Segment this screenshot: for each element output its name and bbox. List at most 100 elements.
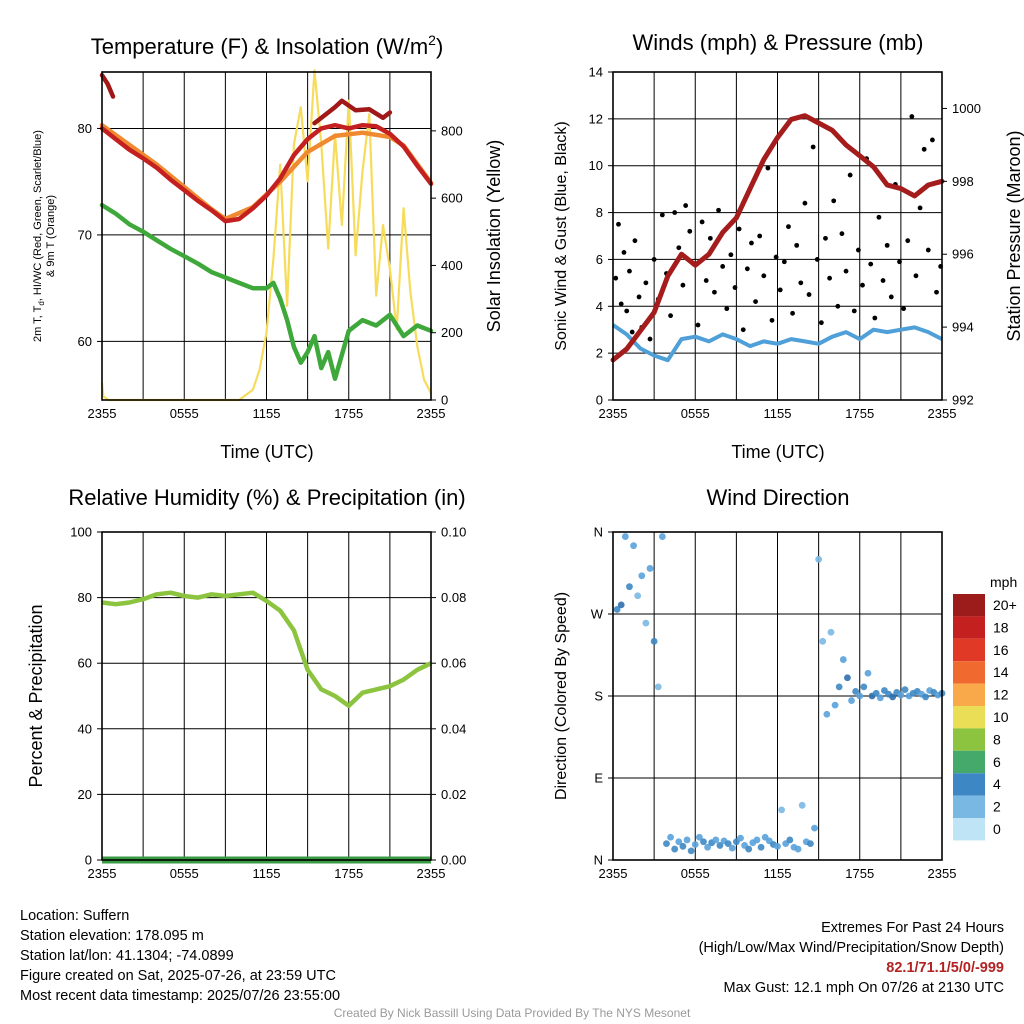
gust-point (621, 250, 627, 255)
direction-point (831, 701, 839, 709)
pressure-ylabel: Station Pressure (Maroon) (1004, 130, 1024, 341)
wind-y-tick-label: 6 (596, 252, 603, 267)
gust-point (643, 280, 649, 286)
wind-panel: Winds (mph) & Pressure (mb) 2355 0555 1155… (553, 30, 1024, 462)
wind-plot-frame (612, 71, 943, 401)
direction-point (872, 689, 880, 697)
temperature-xlabel: Time (UTC) (220, 442, 313, 462)
colorbar-swatch (953, 683, 985, 706)
credit-line: Created By Nick Bassill Using Data Provi… (333, 1006, 691, 1020)
gust-point (868, 261, 874, 267)
wind-y-tick-label: 4 (596, 299, 603, 314)
direction-point (745, 845, 753, 853)
direction-point (889, 693, 897, 701)
direction-point (646, 565, 654, 572)
direction-point (683, 836, 691, 844)
pressure-y-tick-label: 996 (952, 247, 974, 262)
insolation-y-tick-label: 200 (441, 325, 463, 340)
gust-point (855, 247, 861, 253)
direction-x-tick-label: 2355 (928, 866, 957, 881)
gust-point (720, 264, 726, 269)
gust-point (925, 247, 931, 253)
colorbar-swatch (953, 795, 985, 818)
humidity-x-tick-label: 0555 (170, 866, 199, 881)
gust-point (687, 228, 693, 234)
gust-point (699, 219, 705, 225)
wind-title: Winds (mph) & Pressure (mb) (633, 30, 924, 55)
direction-x-tick-label: 1755 (845, 866, 874, 881)
gust-point (777, 287, 783, 293)
gust-point (616, 221, 621, 227)
gust-point (930, 137, 935, 143)
direction-x-tick-label: 2355 (599, 866, 628, 881)
direction-point (778, 806, 786, 814)
extremes-description: (High/Low/Max Wind/Precipitation/Snow De… (698, 940, 1004, 956)
humidity-ylabel-left: Percent & Precipitation (26, 604, 46, 787)
direction-point (876, 694, 884, 702)
gust-point (905, 238, 911, 244)
wind-series (610, 113, 945, 363)
gust-point (880, 278, 886, 283)
direction-y-tick-label: W (591, 607, 604, 622)
precipitation-y-tick-label: 0.10 (441, 525, 466, 540)
direction-point (798, 801, 806, 809)
pressure-y-tick-label: 1000 (952, 101, 981, 116)
temperature-x-tick-label: 2355 (417, 406, 446, 421)
direction-y-tick-label: S (594, 689, 603, 704)
precipitation-y-tick-label: 0.08 (441, 590, 466, 605)
gust-point (736, 226, 742, 232)
gust-point (814, 257, 820, 262)
direction-point (839, 656, 847, 663)
gust-point (913, 273, 919, 279)
temperature-plot-frame (101, 71, 432, 401)
insolation-y-tick-label: 400 (441, 258, 463, 273)
direction-point (848, 697, 855, 704)
precipitation-y-tick-label: 0.02 (441, 787, 466, 802)
insolation-y-tick-label: 600 (441, 191, 463, 206)
series-2m-td (99, 202, 434, 381)
temperature-x-tick-label: 0555 (170, 406, 199, 421)
direction-point (856, 692, 864, 700)
gust-point (909, 114, 915, 119)
gust-point (749, 240, 754, 246)
pressure-y-tick-label: 998 (952, 174, 974, 189)
direction-point (621, 533, 629, 540)
direction-x-tick-label: 0555 (681, 866, 710, 881)
colorbar-label: 16 (993, 642, 1009, 658)
wind-x-tick-label: 2355 (599, 406, 628, 421)
humidity-y-tick-label: 20 (78, 787, 92, 802)
wind-y-tick-label: 8 (596, 205, 603, 220)
direction-point (700, 838, 707, 846)
colorbar-label: 12 (993, 687, 1009, 703)
gust-point (728, 252, 734, 258)
humidity-grid (102, 532, 431, 860)
direction-point (704, 843, 711, 851)
gust-point (831, 198, 837, 204)
gust-point (613, 275, 619, 281)
direction-point (815, 555, 823, 563)
gust-point (901, 306, 907, 312)
gust-point (680, 282, 686, 288)
direction-point (642, 619, 650, 627)
gust-point (651, 257, 657, 262)
colorbar-label: 14 (993, 664, 1009, 680)
station-latlon: Station lat/lon: 41.1304; -74.0899 (20, 948, 234, 964)
direction-point (724, 840, 732, 847)
humidity-x-tick-label: 1155 (253, 866, 281, 881)
humidity-plot-frame (101, 531, 432, 861)
temperature-panel: Temperature (F) & Insolation (W/m2) 2355… (32, 32, 504, 462)
direction-point (860, 683, 868, 691)
wind-x-tick-label: 0555 (681, 406, 710, 421)
pressure-y-tick-label: 994 (952, 320, 974, 335)
direction-point (695, 833, 703, 841)
direction-point (753, 836, 761, 844)
precipitation-y-tick-label: 0.04 (441, 721, 466, 736)
gust-point (888, 294, 894, 300)
direction-point (922, 693, 929, 701)
gust-point (806, 292, 812, 297)
series-station-pressure (610, 113, 945, 363)
wind-tick-labels: 2355 0555 1155 1755 235502468101214992994996… (589, 65, 981, 422)
direction-point (901, 686, 909, 694)
